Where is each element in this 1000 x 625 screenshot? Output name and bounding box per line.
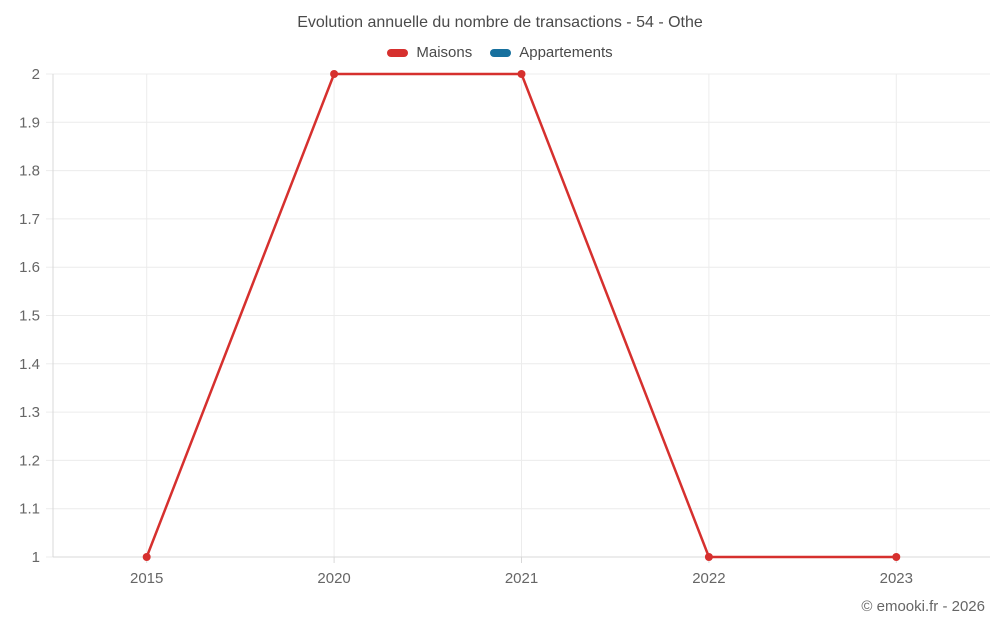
legend-item-appartements[interactable]: Appartements — [490, 44, 613, 61]
legend-label: Appartements — [519, 44, 613, 61]
x-axis-label: 2020 — [317, 570, 350, 587]
y-axis-label: 2 — [32, 66, 40, 83]
legend-item-maisons[interactable]: Maisons — [387, 44, 472, 61]
y-axis-label: 1.8 — [19, 163, 40, 180]
data-point-maisons[interactable] — [704, 553, 713, 561]
copyright: © emooki.fr - 2026 — [861, 598, 985, 615]
data-point-maisons[interactable] — [517, 70, 526, 78]
y-axis-label: 1.9 — [19, 114, 40, 131]
x-axis-label: 2015 — [130, 570, 163, 587]
legend-swatch-appartements — [490, 48, 512, 57]
x-axis-label: 2022 — [692, 570, 725, 587]
legend-label: Maisons — [416, 44, 473, 61]
x-axis-label: 2023 — [880, 570, 913, 587]
y-axis-label: 1.5 — [19, 308, 40, 325]
data-point-maisons[interactable] — [142, 553, 151, 561]
data-point-maisons[interactable] — [330, 70, 339, 78]
x-axis-label: 2021 — [505, 570, 538, 587]
y-axis-label: 1.7 — [19, 211, 40, 228]
y-axis-label: 1.2 — [19, 452, 40, 469]
y-axis-label: 1.3 — [19, 404, 40, 421]
y-axis-label: 1 — [32, 549, 40, 566]
y-axis-label: 1.6 — [19, 259, 40, 276]
legend: Maisons Appartements — [0, 44, 1000, 61]
y-axis-label: 1.1 — [19, 501, 40, 518]
data-point-maisons[interactable] — [892, 553, 901, 561]
legend-swatch-maisons — [387, 48, 409, 57]
y-axis-label: 1.4 — [19, 356, 40, 373]
chart-title: Evolution annuelle du nombre de transact… — [297, 14, 703, 31]
